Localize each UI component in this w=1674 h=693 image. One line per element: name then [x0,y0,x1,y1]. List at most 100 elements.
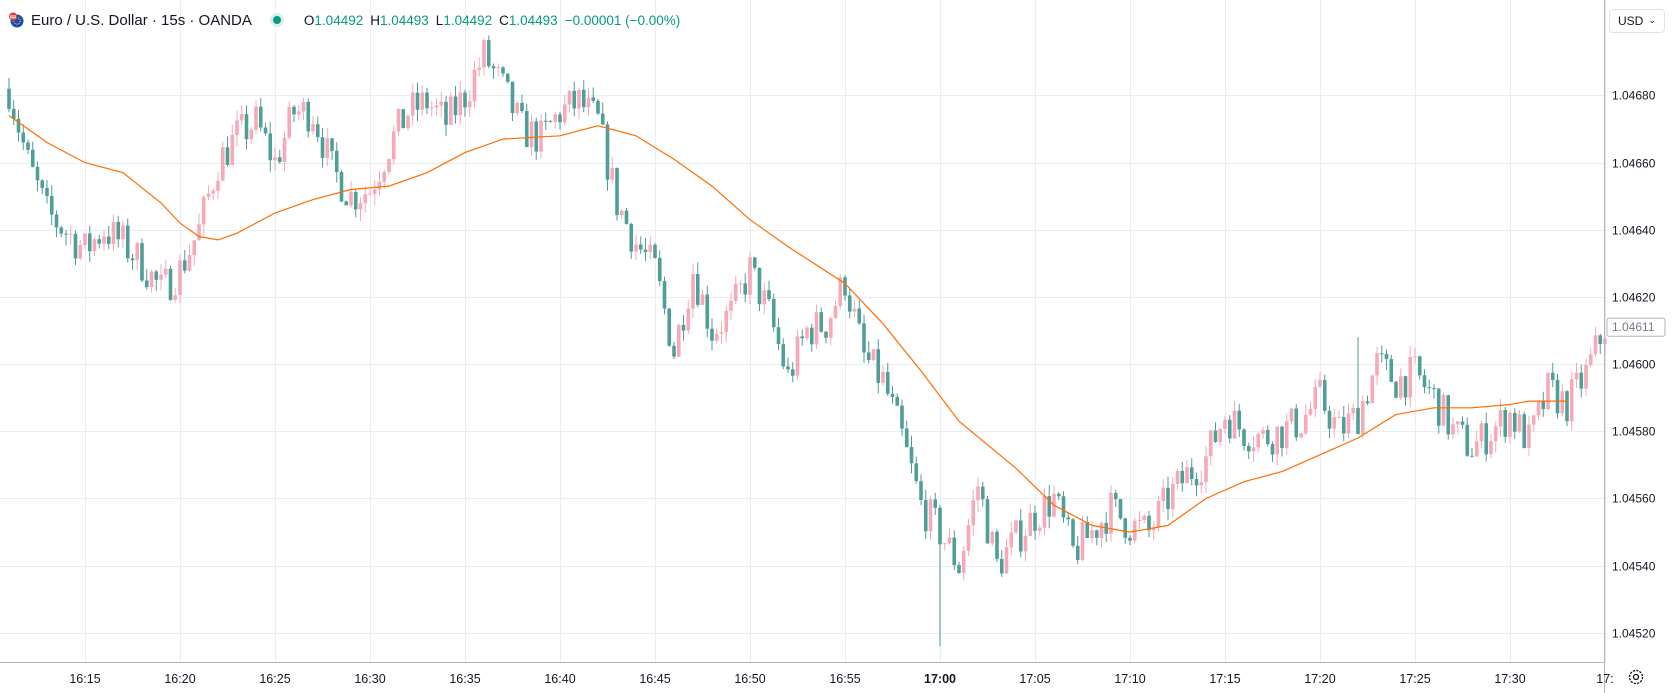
time-tick-label: 17:25 [1399,672,1430,686]
candle-down [1265,429,1270,445]
candle-down [144,280,149,288]
candle-down [54,214,59,228]
candle-down [904,428,909,448]
gear-icon[interactable] [1627,668,1645,686]
candle-down [710,328,714,341]
candle-up [1527,424,1531,448]
candle-down [866,352,871,361]
candle-down [1503,410,1508,437]
candle-up [1009,532,1014,548]
candle-up [833,305,838,318]
open-value: 1.04492 [314,12,364,28]
candle-up [1517,414,1522,432]
candle-down [1417,356,1422,376]
candle-down [600,113,605,125]
candle-down [258,106,263,128]
candle-up [971,500,976,526]
candle-down [1555,379,1560,414]
high-label: H [370,12,380,28]
time-axis[interactable]: 16:15 16:20 16:25 16:30 16:35 16:40 16:45 16:50… [69,672,1613,686]
candle-down [596,100,600,114]
candle-down [140,243,144,281]
price-tick-label: 1.04680 [1612,89,1656,103]
candle-down [263,127,268,134]
candle-up [691,274,695,309]
candle-down [843,277,847,296]
symbol-title[interactable]: Euro / U.S. Dollar · 15s · OANDA [31,11,252,29]
candle-up [1275,426,1280,455]
candle-down [890,393,895,397]
candle-down [453,96,458,116]
candle-down [1189,467,1194,479]
candle-down [1033,512,1037,531]
candle-down [1166,487,1170,510]
candle-up [1332,417,1337,429]
candle-down [444,101,448,125]
time-tick-label: 16:45 [639,672,670,686]
candle-down [672,345,676,357]
candle-up [201,196,206,225]
candle-up [1588,354,1593,366]
candle-down [97,239,102,244]
candle-up [1251,447,1256,452]
market-status-icon[interactable] [269,13,284,27]
candle-down [315,124,320,138]
candle-up [1451,424,1455,435]
candle-up [1199,482,1204,486]
moving-average-line [8,115,1567,533]
candle-down [1522,414,1527,448]
candle-up [1109,492,1113,534]
candle-down [786,366,790,370]
candle-up [553,114,558,122]
candle-down [653,244,657,258]
candle-up [610,167,615,180]
candle-up [1142,515,1147,521]
candle-up [1531,415,1536,425]
candle-down [353,191,358,210]
candle-up [496,67,501,69]
candle-down [1379,353,1384,355]
candle-down [59,227,64,234]
candle-up [1455,421,1460,425]
candle-up [1208,430,1213,457]
candle-down [125,225,130,259]
time-tick-label: 16:30 [354,672,385,686]
candle-down [268,133,273,161]
price-axis[interactable]: 1.04520 1.04540 1.04560 1.04580 1.04600 1.046… [1612,89,1656,641]
candle-up [377,181,382,190]
candle-down [1550,372,1555,380]
currency-button[interactable]: USD ⌄ [1609,9,1665,33]
candle-up [990,531,995,544]
close-label: C [499,12,509,28]
candle-down [1147,515,1151,531]
candle-up [871,349,876,361]
time-tick-label: 16:55 [829,672,860,686]
candle-down [1512,412,1517,432]
candle-up [1479,423,1484,442]
candle-up [700,294,705,305]
candle-down [952,537,957,566]
candle-up [1223,419,1227,429]
candle-down [1384,353,1389,360]
candle-up [928,499,933,532]
candle-down [1541,401,1546,410]
candle-down [1094,530,1099,538]
candle-up [239,114,244,121]
candle-up [1289,408,1294,422]
open-label: O [303,12,315,28]
candle-up [1560,391,1565,414]
symbol-legend[interactable]: Euro / U.S. Dollar · 15s · OANDA O 1.044… [8,9,680,31]
price-tick-label: 1.04520 [1612,627,1656,641]
candle-up [1346,413,1351,434]
candle-up [1318,380,1322,387]
candle-up [529,121,534,148]
candle-down [505,73,510,82]
candle-down [809,327,814,345]
candle-down [776,327,781,345]
candle-up [387,159,391,172]
candle-up [733,283,738,301]
candle-up [1546,372,1550,410]
candle-down [1436,388,1441,426]
candle-down [45,188,49,196]
